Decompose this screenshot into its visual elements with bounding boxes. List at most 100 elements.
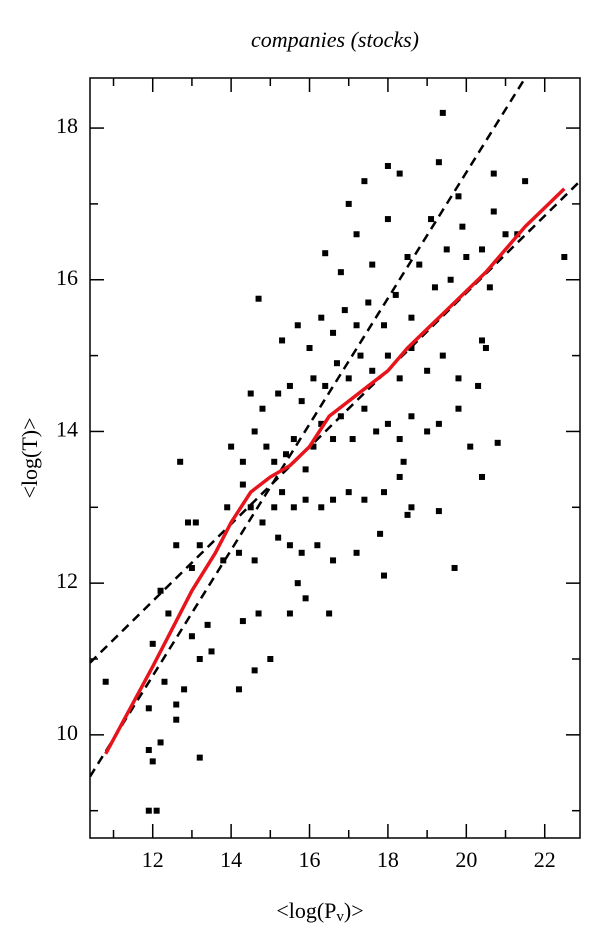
point — [196, 655, 203, 662]
point — [318, 314, 325, 321]
point — [475, 382, 482, 389]
point — [322, 250, 329, 257]
y-tick-label: 10 — [56, 720, 78, 745]
point — [561, 254, 568, 261]
point — [486, 284, 493, 291]
point — [326, 610, 333, 617]
point — [196, 542, 203, 549]
point — [263, 443, 270, 450]
x-tick-label: 18 — [377, 847, 399, 872]
point — [416, 261, 423, 268]
point — [298, 398, 305, 405]
point — [428, 216, 435, 223]
point — [302, 466, 309, 473]
x-tick-label: 12 — [142, 847, 164, 872]
point — [345, 489, 352, 496]
point — [381, 489, 387, 496]
fit-line — [90, 180, 580, 664]
point — [224, 504, 231, 511]
point — [267, 655, 274, 662]
point — [279, 337, 286, 344]
point — [302, 595, 309, 602]
point — [290, 436, 297, 443]
point — [361, 496, 368, 503]
point — [443, 246, 450, 253]
point — [479, 337, 485, 344]
x-tick-label: 22 — [534, 847, 556, 872]
point — [181, 686, 188, 693]
point — [381, 322, 387, 329]
point — [185, 519, 191, 526]
point — [251, 428, 258, 435]
point — [408, 314, 415, 321]
point — [349, 436, 356, 443]
y-axis-label: <log(T)> — [17, 417, 42, 498]
point — [318, 504, 325, 511]
point — [341, 307, 348, 314]
point — [310, 443, 317, 450]
point — [345, 375, 352, 382]
point — [404, 511, 411, 518]
point — [251, 557, 258, 564]
x-axis-label: <log(Pv)> — [276, 898, 363, 925]
point — [365, 299, 372, 306]
point — [392, 291, 399, 298]
point — [424, 367, 431, 374]
point — [463, 254, 470, 261]
point — [161, 678, 168, 685]
point — [384, 420, 391, 427]
point — [467, 443, 474, 450]
point — [275, 534, 282, 541]
point — [228, 443, 235, 450]
point — [204, 621, 211, 628]
point — [153, 807, 160, 814]
point — [396, 436, 403, 443]
point — [286, 610, 293, 617]
point — [369, 367, 376, 374]
trend-curve — [104, 187, 566, 755]
point — [259, 405, 266, 412]
point — [455, 405, 462, 412]
point — [145, 747, 152, 754]
point — [294, 322, 301, 329]
point — [381, 572, 387, 579]
point — [424, 428, 431, 435]
point — [196, 754, 203, 761]
point — [279, 489, 286, 496]
y-tick-label: 14 — [56, 416, 78, 441]
point — [188, 633, 195, 640]
point — [447, 276, 454, 283]
point — [396, 170, 403, 177]
point — [330, 496, 337, 503]
point — [459, 223, 466, 230]
point — [149, 640, 156, 647]
point — [408, 345, 415, 352]
point — [404, 254, 411, 261]
point — [384, 216, 391, 223]
point — [384, 352, 391, 359]
x-tick-label: 16 — [299, 847, 321, 872]
point — [235, 549, 242, 556]
point — [283, 451, 289, 458]
point — [306, 345, 313, 352]
point — [502, 231, 509, 238]
point — [396, 473, 403, 480]
point — [494, 439, 501, 446]
point — [455, 375, 462, 382]
x-label-sub: v — [336, 909, 344, 925]
point — [357, 352, 364, 359]
point — [235, 686, 242, 693]
x-tick-label: 20 — [455, 847, 477, 872]
point — [435, 159, 442, 166]
y-tick-label: 16 — [56, 265, 78, 290]
y-tick-label: 12 — [56, 568, 78, 593]
point — [330, 436, 337, 443]
point — [290, 504, 297, 511]
point — [337, 269, 344, 276]
point — [408, 504, 415, 511]
point — [177, 458, 184, 465]
point — [173, 542, 180, 549]
y-tick-label: 18 — [56, 113, 78, 138]
point — [522, 178, 529, 185]
